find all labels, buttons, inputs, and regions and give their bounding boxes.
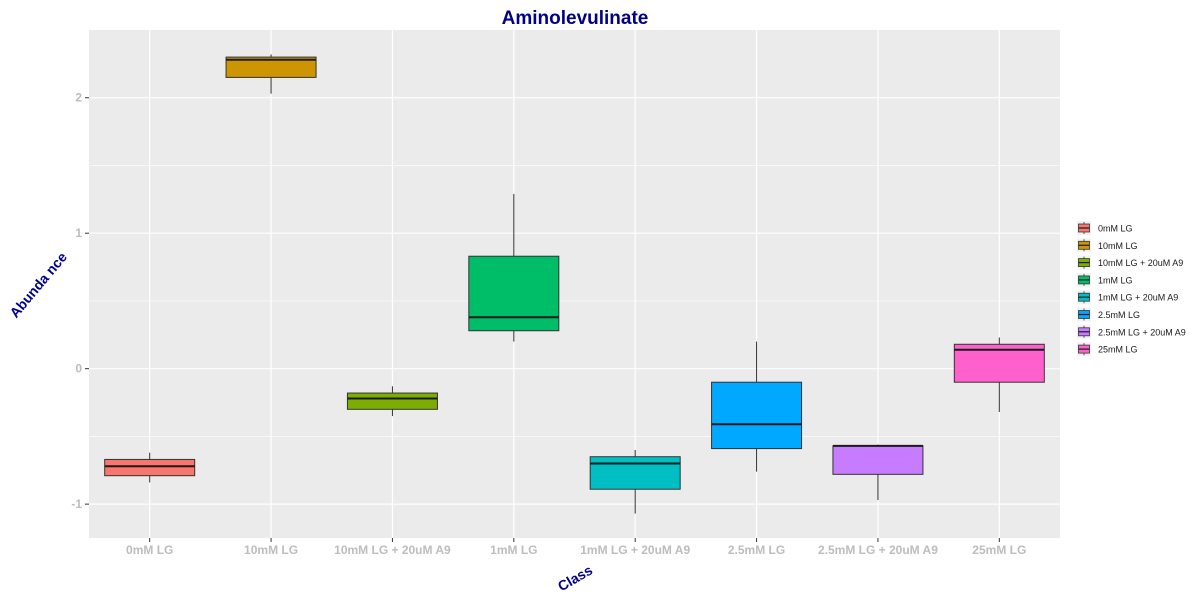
y-tick-label: 0 <box>75 362 82 376</box>
boxplot-2 <box>346 386 438 417</box>
y-tick-label: 2 <box>75 91 82 105</box>
legend-item-7: 25mM LG <box>1077 342 1138 357</box>
x-tick-label: 1mM LG <box>490 543 537 557</box>
legend-item-0: 0mM LG <box>1077 221 1133 235</box>
boxplot-3 <box>468 193 560 342</box>
box <box>832 445 924 475</box>
x-tick-label: 1mM LG + 20uM A9 <box>580 543 690 557</box>
legend-item-2: 10mM LG + 20uM A9 <box>1077 255 1183 270</box>
legend-label: 2.5mM LG <box>1098 310 1140 320</box>
box <box>104 458 196 477</box>
x-tick-label: 2.5mM LG + 20uM A9 <box>818 543 938 557</box>
legend-label: 0mM LG <box>1098 224 1133 234</box>
boxplot-0 <box>104 452 196 483</box>
boxplot-6 <box>832 444 924 501</box>
legend-item-5: 2.5mM LG <box>1077 307 1140 322</box>
legend-label: 1mM LG <box>1098 275 1133 285</box>
boxplot-5 <box>711 341 803 472</box>
legend-item-4: 1mM LG + 20uM A9 <box>1077 290 1178 305</box>
legend-item-6: 2.5mM LG + 20uM A9 <box>1077 324 1186 339</box>
x-tick-label: 10mM LG + 20uM A9 <box>334 543 451 557</box>
legend-label: 10mM LG + 20uM A9 <box>1098 258 1183 268</box>
box-layer <box>104 54 1045 514</box>
boxplot-1 <box>225 54 317 94</box>
legend: 0mM LG 10mM LG 10mM LG + 20uM A9 1mM LG 1mM … <box>1077 221 1186 357</box>
legend-label: 1mM LG + 20uM A9 <box>1098 293 1178 303</box>
y-tick-label: 1 <box>75 226 82 240</box>
y-tick-label: -1 <box>71 497 82 511</box>
x-tick-label: 2.5mM LG <box>728 543 785 557</box>
box <box>711 381 803 450</box>
x-tick-label: 25mM LG <box>972 543 1026 557</box>
box <box>468 255 560 332</box>
box <box>589 456 681 490</box>
box <box>225 56 317 78</box>
y-axis-title: Abunda nce <box>6 249 70 321</box>
legend-item-1: 10mM LG <box>1077 238 1138 253</box>
legend-label: 25mM LG <box>1098 345 1138 355</box>
boxplot-7 <box>953 337 1045 413</box>
legend-label: 10mM LG <box>1098 241 1138 251</box>
x-tick-label: 0mM LG <box>126 543 173 557</box>
y-tick-layer: -1 0 1 2 <box>71 91 89 511</box>
box <box>346 392 438 410</box>
x-tick-label: 10mM LG <box>244 543 298 557</box>
boxplot-4 <box>589 449 681 514</box>
x-axis-title: Class <box>555 562 596 595</box>
x-tick-layer: 0mM LG 10mM LG 10mM LG + 20uM A9 1mM LG 1mM … <box>126 538 1026 557</box>
chart-title: Aminolevulinate <box>502 8 649 29</box>
legend-item-3: 1mM LG <box>1077 272 1133 287</box>
legend-label: 2.5mM LG + 20uM A9 <box>1098 327 1186 337</box>
